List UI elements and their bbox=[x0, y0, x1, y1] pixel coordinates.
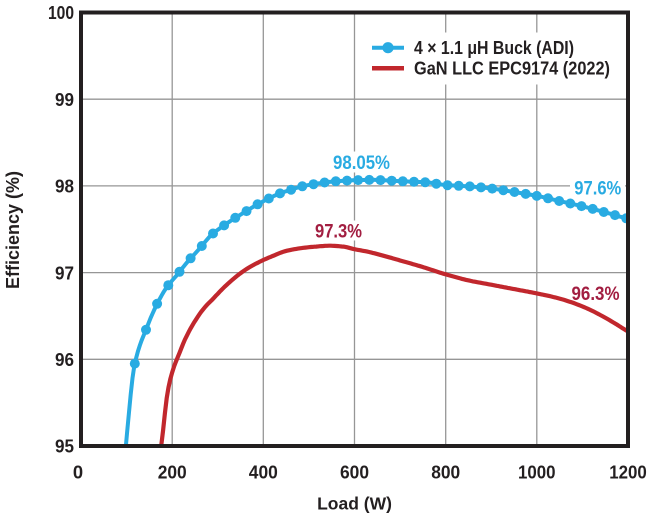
svg-text:97.3%: 97.3% bbox=[315, 222, 362, 243]
svg-text:200: 200 bbox=[158, 462, 187, 483]
svg-text:Load (W): Load (W) bbox=[317, 494, 392, 514]
svg-text:97: 97 bbox=[55, 262, 74, 283]
svg-text:600: 600 bbox=[340, 462, 369, 483]
svg-text:97.6%: 97.6% bbox=[574, 179, 621, 200]
svg-text:95: 95 bbox=[55, 436, 74, 457]
svg-text:98.05%: 98.05% bbox=[333, 153, 390, 174]
svg-text:0: 0 bbox=[73, 462, 83, 483]
svg-text:100: 100 bbox=[48, 2, 74, 23]
svg-text:96: 96 bbox=[55, 349, 74, 370]
svg-text:1200: 1200 bbox=[609, 462, 647, 483]
svg-text:96.3%: 96.3% bbox=[572, 284, 620, 305]
svg-text:Efficiency (%): Efficiency (%) bbox=[3, 171, 23, 289]
svg-text:400: 400 bbox=[249, 462, 278, 483]
svg-text:4 × 1.1 μH Buck (ADI): 4 × 1.1 μH Buck (ADI) bbox=[414, 37, 574, 58]
svg-text:1000: 1000 bbox=[518, 462, 556, 483]
svg-text:GaN LLC EPC9174 (2022): GaN LLC EPC9174 (2022) bbox=[414, 58, 610, 79]
svg-text:99: 99 bbox=[55, 89, 74, 110]
svg-text:98: 98 bbox=[55, 176, 74, 197]
svg-text:800: 800 bbox=[431, 462, 460, 483]
